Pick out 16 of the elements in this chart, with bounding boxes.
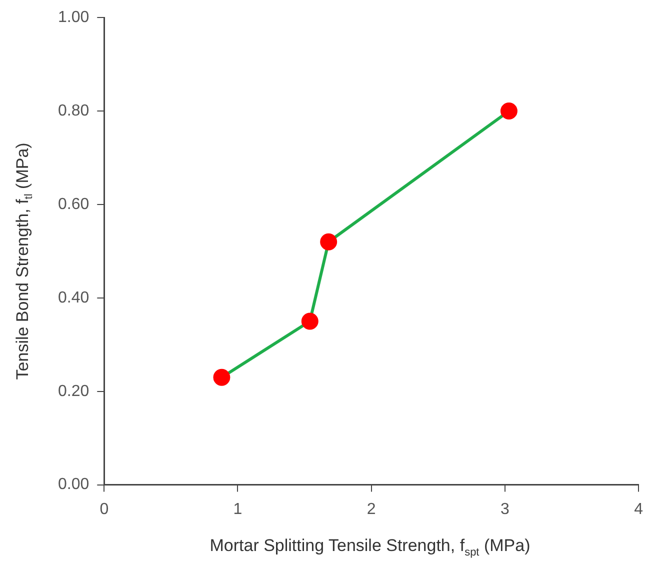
y-tick-label: 0.00	[58, 476, 90, 494]
x-tick-label: 0	[100, 500, 109, 518]
x-axis-title: Mortar Splitting Tensile Strength, f$_{spt}$ (MPa)	[208, 536, 532, 558]
y-tick-label: 0.20	[58, 382, 90, 400]
point	[213, 368, 230, 386]
x-tick-label: 4	[634, 500, 644, 518]
x-tick-label: 3	[500, 500, 510, 518]
y-tick-label: 0.40	[58, 289, 90, 306]
point	[301, 312, 318, 330]
x-tick-label: 2	[366, 500, 376, 518]
point	[320, 233, 338, 250]
y-tick-label: 0.80	[58, 102, 90, 120]
y-tick-label: 0.60	[58, 196, 90, 213]
point	[500, 102, 518, 120]
y-tick-label: 1.00	[58, 9, 90, 26]
x-tick-label: 1	[233, 500, 242, 518]
